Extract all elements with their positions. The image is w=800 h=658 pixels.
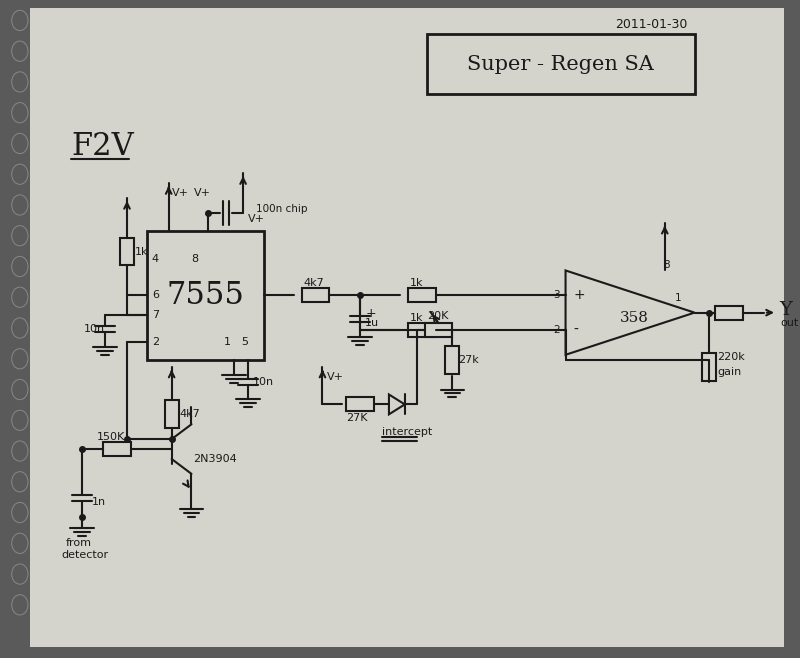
Ellipse shape — [13, 288, 26, 306]
Ellipse shape — [12, 534, 28, 553]
Ellipse shape — [12, 288, 28, 307]
Bar — [702, 353, 716, 381]
Text: detector: detector — [62, 550, 109, 560]
Ellipse shape — [12, 595, 28, 615]
Text: V+: V+ — [326, 372, 343, 382]
Text: 7555: 7555 — [166, 280, 244, 311]
Ellipse shape — [13, 596, 26, 614]
Bar — [103, 442, 131, 456]
Bar — [426, 34, 694, 94]
Ellipse shape — [13, 442, 26, 460]
Ellipse shape — [13, 380, 26, 399]
Ellipse shape — [13, 534, 26, 552]
Text: -: - — [574, 323, 578, 337]
Text: 100n chip: 100n chip — [256, 204, 307, 214]
Bar — [346, 397, 374, 411]
Text: 10n: 10n — [83, 324, 105, 334]
Ellipse shape — [12, 349, 28, 368]
Bar — [408, 323, 435, 337]
Ellipse shape — [13, 565, 26, 583]
Ellipse shape — [12, 380, 28, 399]
Ellipse shape — [12, 134, 28, 153]
Text: 358: 358 — [620, 311, 649, 324]
Text: 1n: 1n — [92, 497, 106, 507]
Text: out: out — [781, 318, 799, 328]
Text: 27k: 27k — [458, 355, 479, 365]
Ellipse shape — [13, 196, 26, 214]
Bar — [302, 288, 330, 302]
Ellipse shape — [12, 164, 28, 184]
Ellipse shape — [13, 11, 26, 30]
Text: 4k7: 4k7 — [179, 409, 200, 419]
Bar — [446, 346, 459, 374]
Text: 2: 2 — [554, 325, 560, 335]
Ellipse shape — [13, 104, 26, 122]
Bar — [425, 323, 453, 337]
Text: 27K: 27K — [346, 413, 368, 423]
Text: 6: 6 — [152, 290, 159, 300]
Ellipse shape — [12, 195, 28, 215]
Text: 20K: 20K — [426, 311, 448, 321]
Ellipse shape — [12, 411, 28, 430]
Text: 10n: 10n — [253, 376, 274, 387]
Text: V+: V+ — [248, 214, 265, 224]
Text: from: from — [66, 538, 91, 548]
Text: 1k: 1k — [135, 247, 149, 257]
Ellipse shape — [13, 411, 26, 429]
Text: 2N3904: 2N3904 — [194, 454, 238, 464]
Bar — [165, 401, 178, 428]
Ellipse shape — [13, 257, 26, 276]
Text: 2011-01-30: 2011-01-30 — [615, 18, 687, 31]
Ellipse shape — [12, 72, 28, 92]
Ellipse shape — [13, 165, 26, 183]
Text: F2V: F2V — [71, 131, 134, 162]
Bar — [408, 288, 435, 302]
Ellipse shape — [13, 42, 26, 60]
Text: intercept: intercept — [382, 427, 432, 437]
Text: +: + — [365, 307, 376, 320]
Ellipse shape — [12, 503, 28, 522]
Ellipse shape — [13, 227, 26, 245]
Ellipse shape — [12, 257, 28, 276]
Ellipse shape — [12, 318, 28, 338]
Text: 1: 1 — [224, 337, 231, 347]
Bar — [120, 238, 134, 265]
Ellipse shape — [13, 319, 26, 337]
Text: 1k: 1k — [410, 278, 423, 288]
Text: gain: gain — [718, 367, 742, 377]
Ellipse shape — [12, 41, 28, 61]
Ellipse shape — [13, 473, 26, 491]
Ellipse shape — [12, 103, 28, 122]
Text: 3: 3 — [554, 290, 560, 300]
Ellipse shape — [13, 350, 26, 368]
Text: 8: 8 — [191, 253, 198, 264]
Ellipse shape — [12, 226, 28, 245]
Bar — [715, 306, 743, 320]
Text: Super - Regen SA: Super - Regen SA — [467, 55, 654, 74]
Ellipse shape — [13, 134, 26, 153]
Text: 4k7: 4k7 — [304, 278, 324, 288]
Text: 4: 4 — [152, 253, 159, 264]
Text: +: + — [574, 288, 585, 302]
Ellipse shape — [12, 472, 28, 492]
Text: 1: 1 — [674, 293, 682, 303]
Text: 1u: 1u — [365, 318, 379, 328]
Bar — [147, 231, 264, 360]
Text: 7: 7 — [152, 310, 159, 320]
Text: 5: 5 — [241, 337, 248, 347]
Ellipse shape — [12, 564, 28, 584]
Text: 1k: 1k — [410, 313, 423, 323]
Ellipse shape — [13, 73, 26, 91]
Text: 220k: 220k — [718, 352, 745, 363]
Text: V+: V+ — [194, 188, 210, 198]
Ellipse shape — [13, 503, 26, 522]
Text: 8: 8 — [662, 261, 670, 270]
Text: 150K: 150K — [98, 432, 126, 442]
Ellipse shape — [12, 441, 28, 461]
Text: 2: 2 — [152, 337, 159, 347]
Text: V+: V+ — [172, 188, 189, 198]
Ellipse shape — [12, 11, 28, 30]
Text: Y: Y — [779, 301, 792, 318]
